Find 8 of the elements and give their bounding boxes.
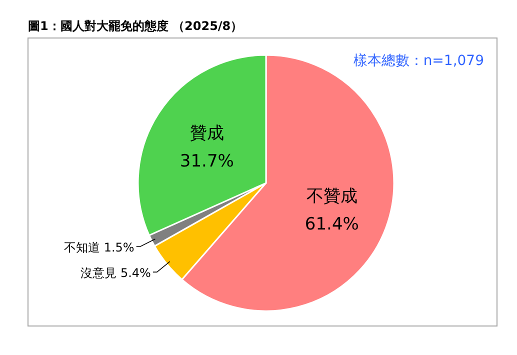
slice-label: 不贊成 bbox=[306, 186, 358, 207]
data-label: 61.4% bbox=[304, 214, 359, 235]
chart-title: 圖1：國人對大罷免的態度 （2025/8） bbox=[28, 19, 243, 33]
data-label: 31.7% bbox=[180, 152, 234, 172]
slice-label: 贊成 bbox=[190, 124, 224, 144]
text: 樣本總數：n=1,079 bbox=[353, 53, 484, 69]
slice-label: 沒意見 5.4% bbox=[80, 266, 151, 280]
slice-label: 不知道 1.5% bbox=[64, 240, 134, 255]
